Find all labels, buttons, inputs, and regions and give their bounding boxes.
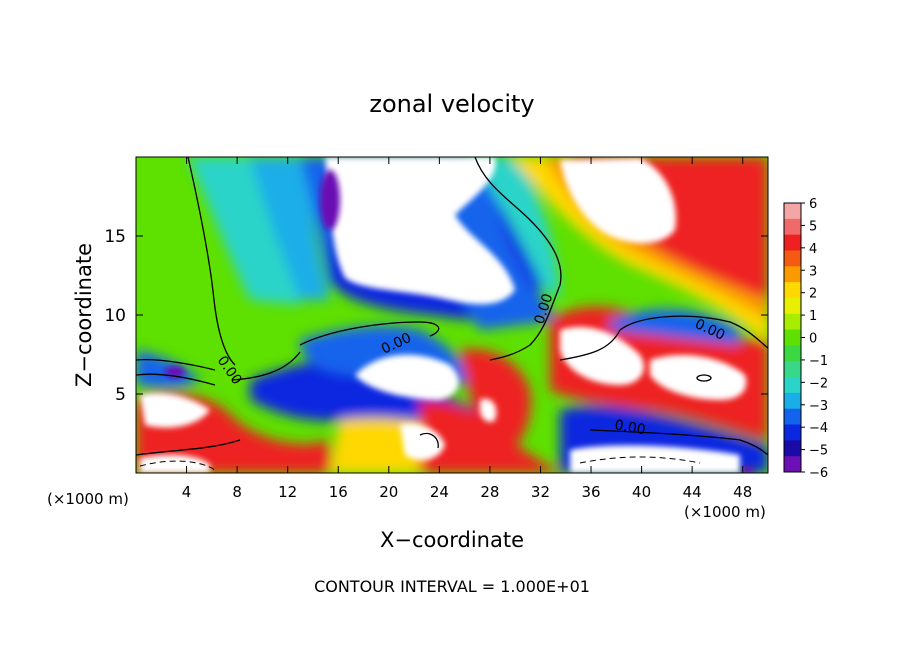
colorbar-tick-label: −3 — [809, 399, 828, 414]
colorbar-swatch — [784, 250, 801, 267]
colorbar: 6 5 4 3 2 1 0 −1 −2 −3 −4 −5 −6 — [783, 197, 828, 481]
colorbar-swatch — [784, 234, 801, 251]
colorbar-tick-label: −4 — [809, 421, 828, 436]
y-tick-label: 5 — [115, 385, 126, 405]
y-axis-label: Z−coordinate — [72, 243, 96, 387]
x-tick-label: 4 — [182, 483, 192, 501]
colorbar-swatch — [784, 440, 801, 457]
colorbar-swatch — [784, 456, 801, 473]
colorbar-tick-label: 0 — [809, 332, 817, 347]
y-axis: 5 10 15 — [104, 227, 768, 405]
colorbar-tick-label: 6 — [809, 197, 817, 212]
x-tick-label: 12 — [278, 483, 297, 501]
colorbar-tick-label: 5 — [809, 219, 817, 234]
colorbar-tick-label: −2 — [809, 376, 828, 391]
colorbar-tick-label: −1 — [809, 354, 828, 369]
colorbar-swatch — [784, 377, 801, 394]
colorbar-swatch — [784, 282, 801, 299]
x-tick-label: 20 — [379, 483, 398, 501]
x-tick-label: 44 — [683, 483, 702, 501]
heatmap-field — [136, 157, 768, 473]
x-tick-label: 24 — [430, 483, 449, 501]
colorbar-swatch — [784, 218, 801, 236]
chart-title: zonal velocity — [369, 90, 534, 118]
x-tick-label: 8 — [232, 483, 242, 501]
colorbar-swatch — [784, 203, 801, 220]
x-tick-label: 40 — [632, 483, 651, 501]
colorbar-swatch — [784, 313, 801, 331]
x-tick-label: 16 — [329, 483, 348, 501]
colorbar-swatch — [784, 408, 801, 426]
x-unit-right: (×1000 m) — [684, 503, 766, 521]
colorbar-tick-label: 2 — [809, 287, 817, 302]
colorbar-tick-label: 1 — [809, 309, 817, 324]
colorbar-tick-label: −6 — [809, 466, 828, 481]
colorbar-tick-label: 4 — [809, 242, 817, 257]
x-tick-label: 32 — [531, 483, 550, 501]
colorbar-swatch — [784, 266, 801, 283]
x-axis-label: X−coordinate — [380, 528, 524, 552]
y-tick-label: 10 — [104, 306, 126, 326]
contour-label: 0.00 — [613, 417, 646, 438]
colorbar-swatch — [784, 345, 801, 362]
colorbar-swatch — [784, 297, 801, 315]
x-tick-label: 36 — [581, 483, 600, 501]
x-tick-label: 48 — [733, 483, 752, 501]
colorbar-swatch — [784, 424, 801, 441]
colorbar-swatch — [784, 361, 801, 378]
x-unit-left: (×1000 m) — [47, 490, 129, 508]
colorbar-tick-label: 3 — [809, 264, 817, 279]
contour-interval-note: CONTOUR INTERVAL = 1.000E+01 — [314, 577, 590, 596]
colorbar-tick-label: −5 — [809, 444, 828, 459]
x-axis: 4 8 12 16 20 24 28 32 36 40 44 48 — [182, 157, 752, 501]
y-tick-label: 15 — [104, 227, 126, 247]
colorbar-swatch — [784, 392, 801, 410]
colorbar-swatch — [784, 329, 801, 346]
x-tick-label: 28 — [480, 483, 499, 501]
